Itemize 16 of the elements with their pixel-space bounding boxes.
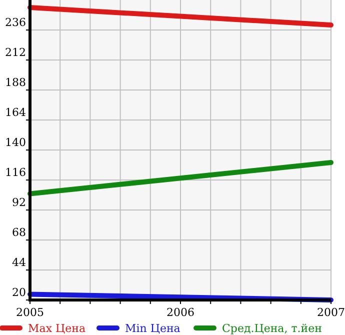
y-tick-label: 68 [12,226,26,239]
y-tick-label: 92 [12,196,26,209]
y-tick-label: 20 [12,286,26,299]
y-tick-label: 236 [5,16,26,29]
y-tick-label: 212 [5,46,26,59]
y-tick-label: 44 [12,256,26,269]
legend-label: Min Цена [125,322,181,335]
y-tick-label: 140 [5,136,26,149]
x-tick-label: 2005 [16,306,44,319]
y-tick-label: 116 [5,166,26,179]
x-tick-label: 2007 [317,306,345,319]
y-tick-label: 188 [5,76,26,89]
x-tick-label: 2006 [166,306,194,319]
legend-label: Сред.Цена, т.йен [222,322,322,335]
y-tick-label: 164 [5,106,26,119]
legend-label: Max Цена [28,322,86,335]
